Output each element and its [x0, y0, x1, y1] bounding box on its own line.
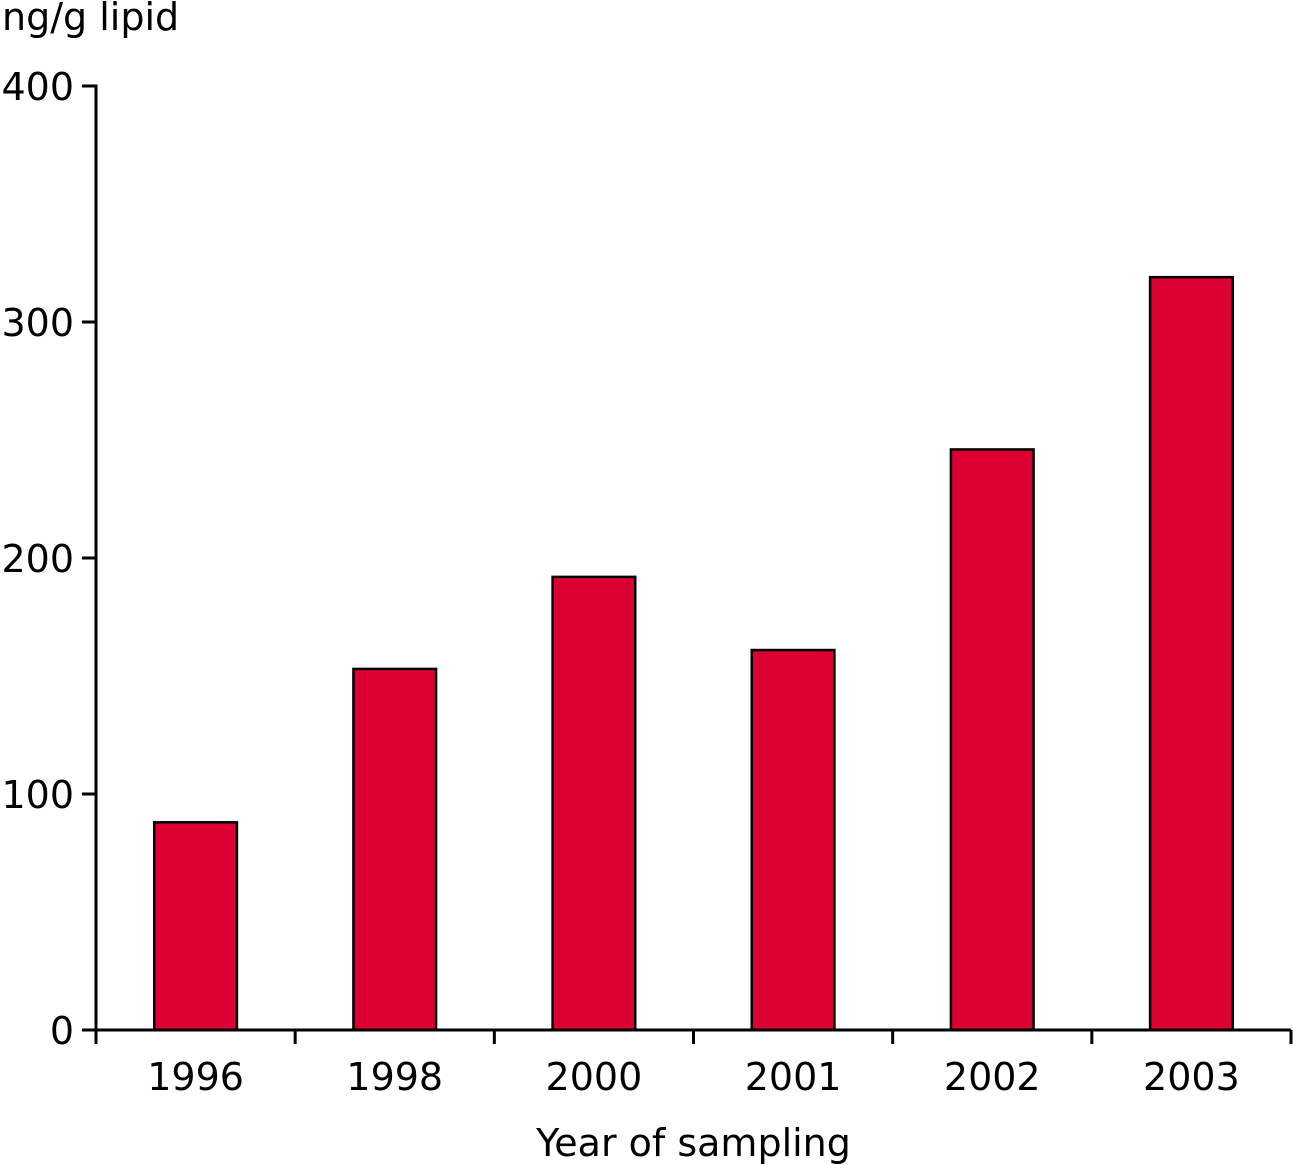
x-tick-label: 2002: [944, 1055, 1041, 1099]
y-tick-label: 400: [1, 65, 74, 109]
x-tick-label: 1998: [346, 1055, 443, 1099]
bar-2002: [949, 448, 1035, 1032]
x-tick-label: 2001: [745, 1055, 842, 1099]
bar-2001: [750, 648, 836, 1032]
x-tick-label: 2003: [1143, 1055, 1240, 1099]
bar-2003: [1148, 275, 1234, 1032]
bar-1998: [352, 667, 438, 1032]
x-axis-tick-labels: 1996 1998 2000 2001 2002 2003: [147, 1055, 1240, 1099]
y-axis-tick-labels: 0 100 200 300 400: [1, 65, 74, 1053]
x-tick-label: 1996: [147, 1055, 244, 1099]
y-tick-label: 100: [1, 773, 74, 817]
bar-2000: [551, 575, 637, 1032]
x-tick-label: 2000: [546, 1055, 643, 1099]
x-axis-title: Year of sampling: [535, 1121, 851, 1165]
y-tick-label: 0: [50, 1009, 74, 1053]
y-tick-label: 300: [1, 301, 74, 345]
bar-1996: [153, 821, 239, 1032]
x-axis-ticks: [94, 1030, 1293, 1044]
bars: [153, 275, 1234, 1032]
y-tick-label: 200: [1, 537, 74, 581]
y-axis-title: ng/g lipid: [2, 0, 179, 39]
y-axis-ticks: [82, 84, 96, 1032]
